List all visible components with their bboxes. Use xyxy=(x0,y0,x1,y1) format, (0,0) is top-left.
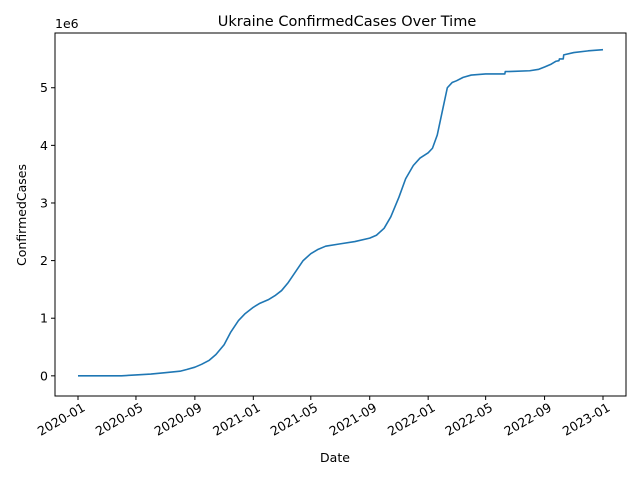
y-axis-ticks: 0 1 2 3 4 5 xyxy=(40,80,55,383)
chart-title: Ukraine ConfirmedCases Over Time xyxy=(218,14,477,30)
y-tick-label: 3 xyxy=(40,195,48,210)
y-axis-label: ConfirmedCases xyxy=(14,164,29,266)
y-offset-label: 1e6 xyxy=(55,16,79,31)
plot-frame xyxy=(54,32,627,397)
y-tick-label: 0 xyxy=(40,368,48,383)
y-tick-label: 5 xyxy=(40,80,48,95)
y-tick-label: 4 xyxy=(40,138,48,153)
series-line xyxy=(77,48,604,377)
y-tick-label: 2 xyxy=(40,253,48,268)
x-axis-label: Date xyxy=(320,450,350,465)
y-tick-label: 1 xyxy=(40,311,48,326)
plot-area xyxy=(77,48,604,377)
